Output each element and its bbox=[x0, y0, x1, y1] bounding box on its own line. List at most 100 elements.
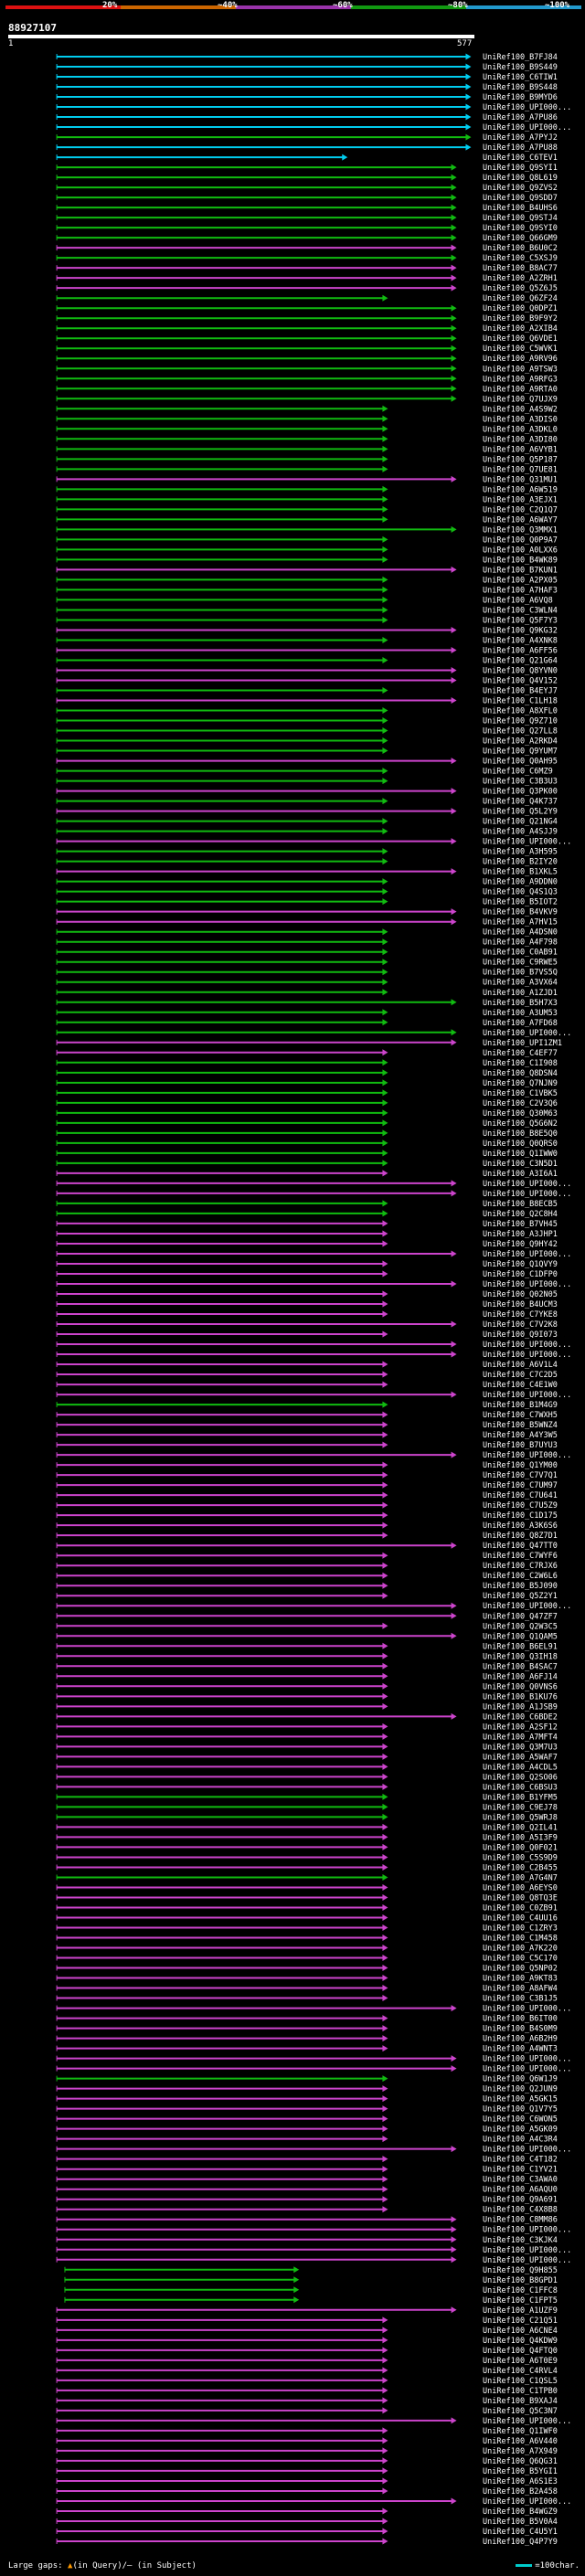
hit-label[interactable]: UniRef100_Q1IWW0 bbox=[483, 1150, 558, 1159]
hit-label[interactable]: UniRef100_C21Q51 bbox=[483, 2316, 558, 2326]
hit-label[interactable]: UniRef100_A2PX05 bbox=[483, 576, 558, 585]
hit-label[interactable]: UniRef100_Q5WRJ8 bbox=[483, 1813, 558, 1822]
hit-label[interactable]: UniRef100_Q9YUM7 bbox=[483, 747, 558, 757]
hit-label[interactable]: UniRef100_Q2JUN9 bbox=[483, 2085, 558, 2094]
hit-row[interactable]: UniRef100_A5WAF7 bbox=[56, 1753, 558, 1762]
hit-row[interactable]: UniRef100_C0AB91 bbox=[56, 949, 558, 958]
hit-row[interactable]: UniRef100_UPI000... bbox=[56, 1250, 571, 1259]
hit-row[interactable]: UniRef100_Q5Z6J5 bbox=[56, 284, 558, 293]
hit-row[interactable]: UniRef100_C4E1W0 bbox=[56, 1381, 558, 1390]
hit-label[interactable]: UniRef100_UPI000... bbox=[483, 123, 571, 133]
hit-row[interactable]: UniRef100_C7U641 bbox=[56, 1491, 558, 1500]
hit-label[interactable]: UniRef100_C4EF77 bbox=[483, 1049, 558, 1058]
hit-label[interactable]: UniRef100_B2A458 bbox=[483, 2487, 558, 2496]
hit-label[interactable]: UniRef100_Q2SO06 bbox=[483, 1773, 558, 1782]
hit-row[interactable]: UniRef100_Q6VDE1 bbox=[56, 334, 558, 344]
hit-row[interactable]: UniRef100_A9DDN0 bbox=[56, 878, 558, 887]
hit-row[interactable]: UniRef100_A6FJ14 bbox=[56, 1672, 558, 1681]
hit-row[interactable]: UniRef100_B1KU76 bbox=[56, 1692, 558, 1701]
hit-label[interactable]: UniRef100_Q9Z710 bbox=[483, 717, 558, 726]
hit-label[interactable]: UniRef100_UPI000... bbox=[483, 2497, 571, 2507]
hit-label[interactable]: UniRef100_B5WNZ4 bbox=[483, 1421, 558, 1430]
hit-row[interactable]: UniRef100_A5GK15 bbox=[56, 2095, 558, 2104]
hit-label[interactable]: UniRef100_A5WAF7 bbox=[483, 1753, 558, 1762]
hit-label[interactable]: UniRef100_C9RWE5 bbox=[483, 959, 558, 968]
hit-row[interactable]: UniRef100_C1VBK5 bbox=[56, 1089, 558, 1098]
hit-row[interactable]: UniRef100_A6AQU0 bbox=[56, 2186, 558, 2195]
hit-row[interactable]: UniRef100_C3WLN4 bbox=[56, 606, 558, 615]
hit-row[interactable]: UniRef100_C7C2D5 bbox=[56, 1371, 558, 1380]
hit-row[interactable]: UniRef100_B4WGZ9 bbox=[56, 2507, 558, 2517]
hit-label[interactable]: UniRef100_A1ZJD1 bbox=[483, 989, 558, 998]
hit-label[interactable]: UniRef100_UPI000... bbox=[483, 1280, 571, 1289]
hit-label[interactable]: UniRef100_B4VKV9 bbox=[483, 908, 558, 917]
hit-row[interactable]: UniRef100_A6T0E9 bbox=[56, 2357, 558, 2366]
hit-label[interactable]: UniRef100_A1UZF9 bbox=[483, 2306, 558, 2316]
hit-row[interactable]: UniRef100_Q5NP02 bbox=[56, 1965, 558, 1974]
hit-label[interactable]: UniRef100_Q4K737 bbox=[483, 798, 558, 807]
hit-label[interactable]: UniRef100_B9XAJ4 bbox=[483, 2397, 558, 2406]
hit-label[interactable]: UniRef100_Q4S1Q3 bbox=[483, 888, 558, 897]
hit-label[interactable]: UniRef100_C1TPB0 bbox=[483, 2387, 558, 2396]
hit-row[interactable]: UniRef100_C9RWE5 bbox=[56, 959, 558, 968]
hit-row[interactable]: UniRef100_UPI000... bbox=[56, 1602, 571, 1611]
hit-label[interactable]: UniRef100_B4S0M9 bbox=[483, 2025, 558, 2034]
hit-label[interactable]: UniRef100_C7YKE8 bbox=[483, 1310, 558, 1320]
hit-label[interactable]: UniRef100_B6EL91 bbox=[483, 1642, 558, 1651]
hit-row[interactable]: UniRef100_B7VS5Q bbox=[56, 969, 558, 978]
hit-label[interactable]: UniRef100_B9MYD6 bbox=[483, 93, 558, 102]
hit-row[interactable]: UniRef100_Q3MMX1 bbox=[56, 525, 558, 535]
hit-label[interactable]: UniRef100_B1KU76 bbox=[483, 1692, 558, 1701]
hit-label[interactable]: UniRef100_A5I3F9 bbox=[483, 1833, 558, 1842]
hit-row[interactable]: UniRef100_Q8TQ3E bbox=[56, 1893, 558, 1903]
hit-row[interactable]: UniRef100_A6FF56 bbox=[56, 646, 558, 655]
hit-row[interactable]: UniRef100_UPI000... bbox=[56, 2005, 571, 2014]
hit-row[interactable]: UniRef100_Q6W1J9 bbox=[56, 2075, 558, 2084]
hit-row[interactable]: UniRef100_Q9HY42 bbox=[56, 1240, 558, 1249]
hit-row[interactable]: UniRef100_C21Q51 bbox=[56, 2316, 558, 2326]
hit-label[interactable]: UniRef100_UPI000... bbox=[483, 2246, 571, 2255]
hit-row[interactable]: UniRef100_C8MM86 bbox=[56, 2216, 558, 2225]
hit-label[interactable]: UniRef100_A9KT83 bbox=[483, 1975, 558, 1984]
hit-label[interactable]: UniRef100_B8AC77 bbox=[483, 264, 558, 273]
hit-row[interactable]: UniRef100_UPI000... bbox=[56, 1029, 571, 1038]
hit-row[interactable]: UniRef100_A2PX05 bbox=[56, 576, 558, 585]
hit-label[interactable]: UniRef100_B5IOT2 bbox=[483, 898, 558, 907]
hit-label[interactable]: UniRef100_UPI000... bbox=[483, 1180, 571, 1189]
hit-row[interactable]: UniRef100_C1D175 bbox=[56, 1511, 558, 1521]
hit-row[interactable]: UniRef100_A6EYS0 bbox=[56, 1883, 558, 1892]
hit-label[interactable]: UniRef100_B9S449 bbox=[483, 63, 558, 72]
hit-row[interactable]: UniRef100_A2SF12 bbox=[56, 1723, 558, 1732]
hit-row[interactable]: UniRef100_B8ECB5 bbox=[56, 1200, 558, 1209]
hit-label[interactable]: UniRef100_B4WK89 bbox=[483, 556, 558, 565]
hit-row[interactable]: UniRef100_B6IT00 bbox=[56, 2015, 558, 2024]
hit-label[interactable]: UniRef100_UPI000... bbox=[483, 103, 571, 112]
hit-label[interactable]: UniRef100_A6V1L4 bbox=[483, 1361, 558, 1370]
hit-label[interactable]: UniRef100_A3DIS0 bbox=[483, 415, 558, 424]
hit-label[interactable]: UniRef100_C1YV21 bbox=[483, 2166, 558, 2175]
hit-row[interactable]: UniRef100_C7YKE8 bbox=[56, 1310, 558, 1320]
hit-row[interactable]: UniRef100_B5YGI1 bbox=[56, 2467, 558, 2476]
hit-label[interactable]: UniRef100_Q5P187 bbox=[483, 455, 558, 464]
hit-label[interactable]: UniRef100_A7FD68 bbox=[483, 1019, 558, 1028]
hit-label[interactable]: UniRef100_B7UYU3 bbox=[483, 1441, 558, 1450]
hit-label[interactable]: UniRef100_UPI000... bbox=[483, 1351, 571, 1360]
hit-row[interactable]: UniRef100_Q0F021 bbox=[56, 1843, 558, 1852]
hit-row[interactable]: UniRef100_Q5L2Y9 bbox=[56, 808, 558, 817]
hit-row[interactable]: UniRef100_C5C170 bbox=[56, 1955, 558, 1964]
hit-label[interactable]: UniRef100_A9DDN0 bbox=[483, 878, 558, 887]
hit-row[interactable]: UniRef100_Q21G64 bbox=[56, 656, 558, 665]
hit-label[interactable]: UniRef100_C2Q1Q7 bbox=[483, 505, 558, 514]
hit-label[interactable]: UniRef100_C3AWA0 bbox=[483, 2176, 558, 2185]
hit-label[interactable]: UniRef100_A1JSB9 bbox=[483, 1702, 558, 1712]
hit-row[interactable]: UniRef100_C6TIW1 bbox=[56, 73, 558, 82]
hit-label[interactable]: UniRef100_UPI000... bbox=[483, 2256, 571, 2265]
hit-label[interactable]: UniRef100_A6FJ14 bbox=[483, 1672, 558, 1681]
hit-row[interactable]: UniRef100_A2XIB4 bbox=[56, 324, 558, 334]
hit-row[interactable]: UniRef100_Q4FTQ0 bbox=[56, 2347, 558, 2356]
hit-row[interactable]: UniRef100_Q4S1Q3 bbox=[56, 888, 558, 897]
hit-row[interactable]: UniRef100_Q3M7U3 bbox=[56, 1743, 558, 1752]
hit-label[interactable]: UniRef100_Q6QG31 bbox=[483, 2457, 558, 2466]
hit-label[interactable]: UniRef100_C3WLN4 bbox=[483, 606, 558, 615]
hit-label[interactable]: UniRef100_Q9SYI0 bbox=[483, 224, 558, 233]
